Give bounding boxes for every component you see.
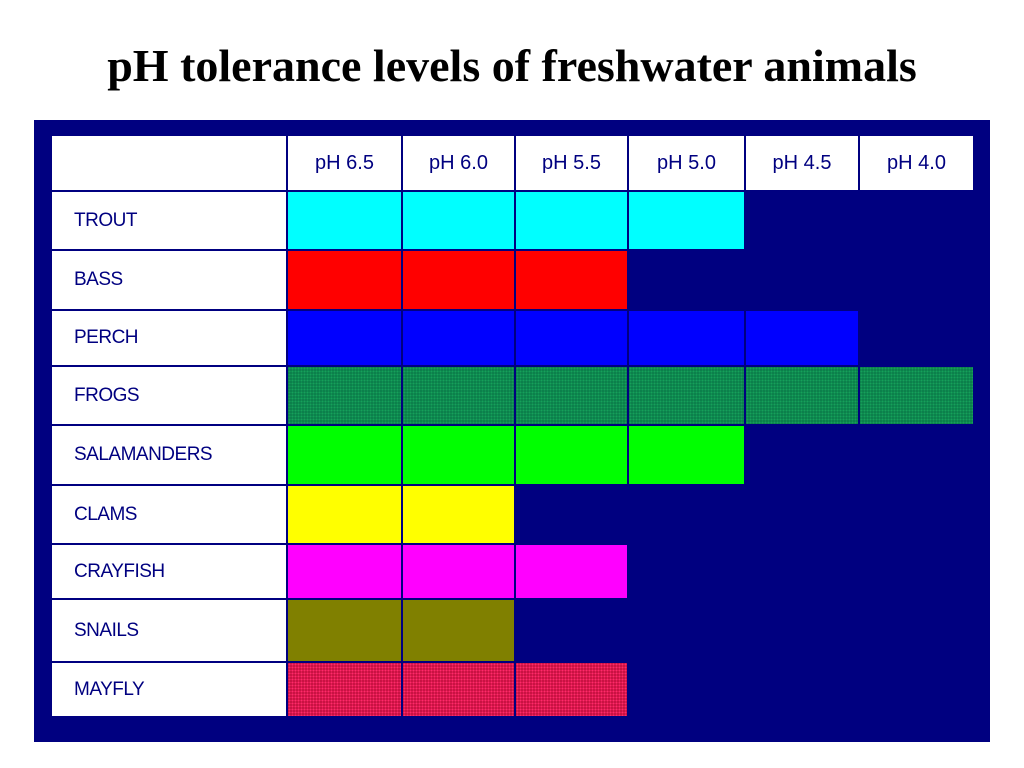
column-header: pH 5.0 [629,136,744,190]
tolerance-cell-snails-2 [403,600,514,661]
page-title: pH tolerance levels of freshwater animal… [107,40,917,91]
tolerance-cell-perch-1 [288,311,401,365]
tolerance-cell-crayfish-1 [288,545,401,598]
column-header: pH 4.5 [746,136,858,190]
tolerance-cell-trout-1 [288,192,401,249]
tolerance-cell-salamanders-1 [288,426,401,484]
header-corner-cell [52,136,286,190]
tolerance-cell-snails-1 [288,600,401,661]
tolerance-cell-frogs-4 [629,367,744,424]
tolerance-cell-perch-5 [746,311,858,365]
tolerance-cell-mayfly-2 [403,663,514,716]
tolerance-cell-clams-1 [288,486,401,543]
row-label-perch: PERCH [52,311,286,365]
row-label-snails: SNAILS [52,600,286,661]
tolerance-cell-bass-1 [288,251,401,309]
tolerance-cell-crayfish-3 [516,545,627,598]
row-label-trout: TROUT [52,192,286,249]
tolerance-cell-clams-2 [403,486,514,543]
row-label-crayfish: CRAYFISH [52,545,286,598]
row-label-bass: BASS [52,251,286,309]
column-header: pH 6.5 [288,136,401,190]
column-header: pH 6.0 [403,136,514,190]
tolerance-cell-trout-4 [629,192,744,249]
tolerance-cell-bass-3 [516,251,627,309]
tolerance-cell-perch-3 [516,311,627,365]
tolerance-cell-salamanders-3 [516,426,627,484]
tolerance-cell-crayfish-2 [403,545,514,598]
tolerance-cell-perch-2 [403,311,514,365]
tolerance-cell-salamanders-4 [629,426,744,484]
tolerance-cell-frogs-6 [860,367,973,424]
tolerance-cell-frogs-5 [746,367,858,424]
tolerance-cell-perch-4 [629,311,744,365]
tolerance-cell-salamanders-2 [403,426,514,484]
row-label-salamanders: SALAMANDERS [52,426,286,484]
tolerance-cell-mayfly-3 [516,663,627,716]
tolerance-cell-frogs-1 [288,367,401,424]
tolerance-cell-frogs-2 [403,367,514,424]
row-label-mayfly: MAYFLY [52,663,286,716]
column-header: pH 5.5 [516,136,627,190]
column-header: pH 4.0 [860,136,973,190]
tolerance-cell-frogs-3 [516,367,627,424]
row-label-clams: CLAMS [52,486,286,543]
row-label-frogs: FROGS [52,367,286,424]
tolerance-cell-bass-2 [403,251,514,309]
tolerance-cell-trout-2 [403,192,514,249]
tolerance-cell-trout-3 [516,192,627,249]
tolerance-cell-mayfly-1 [288,663,401,716]
chart-panel: pH 6.5 pH 6.0 pH 5.5 pH 5.0 pH 4.5 pH 4.0 TROU… [34,120,990,742]
